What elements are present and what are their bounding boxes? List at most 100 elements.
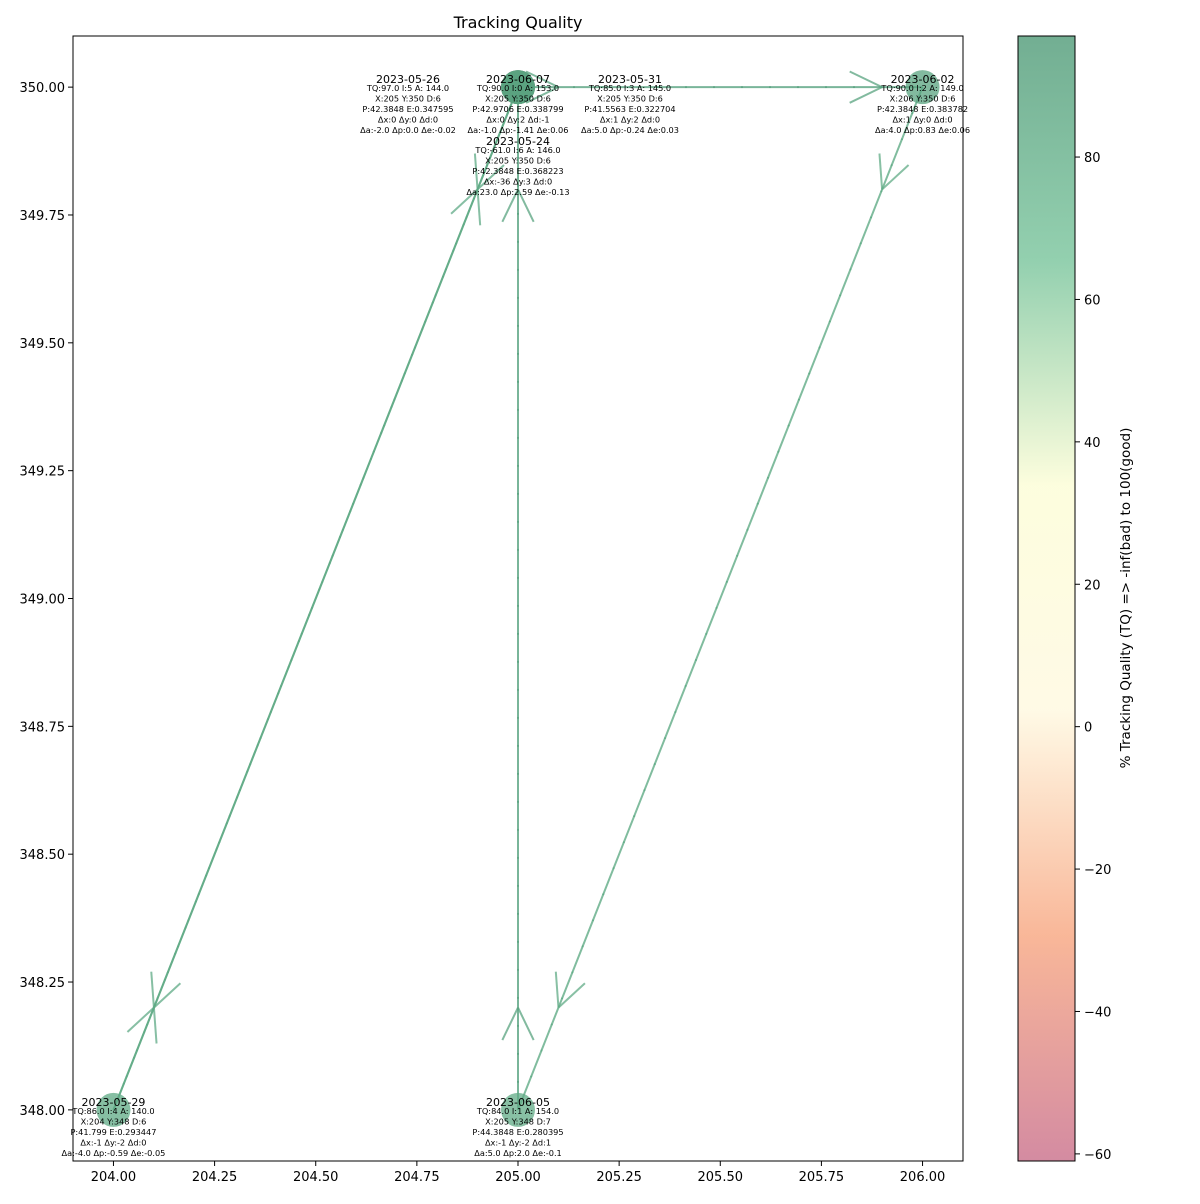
path-tick [602,893,605,896]
path-tick [853,86,855,89]
colorbar-tick-label: 40 [1084,436,1101,451]
arrow-head [473,153,479,190]
path-tick [517,688,519,691]
x-tick-label: 205.00 [495,1170,541,1185]
point-detail-line: Δa:23.0 Δp:2.59 Δe:-0.13 [466,187,569,197]
arrow-head [476,164,505,191]
y-tick-label: 349.75 [20,209,66,224]
point-detail-line: Δx:-1 Δy:-2 Δd:1 [485,1137,551,1147]
arrow-head [476,189,482,226]
path-tick [442,275,445,278]
path-tick [517,828,519,831]
path-tick [246,770,249,773]
path-tick [225,822,228,825]
point-date-label: 2023-05-24 [486,135,550,148]
path-tick [517,156,519,159]
plot-area: 204.00 204.25 204.50 204.75 205.00 205.25 205.… [20,35,970,1185]
path-tick [571,971,574,974]
point-date-label: 2023-06-02 [891,73,955,86]
point-detail-line: Δx:0 Δy:0 Δd:0 [378,115,438,125]
path-tick [653,763,656,766]
path-tick [622,841,625,844]
path-tick [236,796,239,799]
path-tick [517,296,519,299]
path-tick [900,138,903,141]
path-tick [517,268,519,271]
path-tick [452,249,455,252]
colorbar-tick-label: 0 [1084,721,1092,736]
colorbar-gradient [1018,36,1075,1161]
colorbar-label: % Tracking Quality (TQ) => -inf(bad) to … [1118,428,1134,769]
colorbar-tick-label: 80 [1084,151,1101,166]
colorbar-frame [1017,35,1076,1162]
point-detail-line: X:205 Y:350 D:6 [597,94,663,104]
point-detail-line: P:42.9706 E:0.338799 [472,104,563,114]
path-tick [736,554,739,557]
path-tick [741,86,743,89]
path-arrow [518,70,923,104]
path-tick [517,1024,519,1027]
path-tick [517,660,519,663]
x-tick-label: 204.25 [192,1170,238,1185]
path-tick [573,86,575,89]
arrow-head [153,982,182,1009]
point-date-label: 2023-06-07 [486,73,550,86]
x-tick-label: 204.00 [91,1170,137,1185]
path-tick [694,658,697,661]
path-tick [517,464,519,467]
path-tick [517,884,519,887]
path-tick [122,1082,125,1085]
y-tick-label: 348.50 [20,848,66,863]
path-tick [705,632,708,635]
path-tick [143,1030,146,1033]
path-tick [797,86,799,89]
arrow-head [525,86,559,104]
path-tick [462,223,465,226]
path-tick [657,86,659,89]
arrow-head [525,70,559,89]
colorbar-tick-label: −60 [1084,1148,1111,1163]
point-detail-line: P:42.3848 E:0.383782 [877,104,968,114]
y-tick-label: 349.50 [20,337,66,352]
x-tick-label: 204.75 [394,1170,440,1185]
path-tick [517,184,519,187]
path-tick [674,711,677,714]
arrow-head [557,982,586,1009]
chart-title: Tracking Quality [453,13,583,32]
point-detail-line: Δx:0 Δy:2 Δd:-1 [486,115,549,125]
path-tick [839,294,842,297]
point-detail-line: X:206 Y:350 D:6 [890,94,956,104]
path-tick [517,912,519,915]
point-detail-line: TQ:84.0 I:1 A: 154.0 [476,1106,559,1116]
path-tick [517,856,519,859]
path-tick [769,86,771,89]
x-tick-label: 205.25 [596,1170,642,1185]
path-segment [112,86,519,1111]
path-tick [184,926,187,929]
path-tick [777,450,780,453]
point-detail-line: X:205 Y:350 D:6 [375,94,441,104]
colorbar-tick-label: −20 [1084,863,1111,878]
arrow-head [501,1007,519,1041]
point-detail-line: P:41.799 E:0.293447 [70,1127,156,1137]
arrow-head [849,70,883,89]
x-tick-label: 205.75 [799,1170,845,1185]
path-tick [359,483,362,486]
path-tick [517,352,519,355]
path-tick [746,528,749,531]
path-tick [517,240,519,243]
path-tick [517,492,519,495]
path-tick [664,737,667,740]
point-detail-line: Δa:-1.0 Δp:-1.41 Δe:0.06 [468,125,569,135]
path-tick [133,1056,136,1059]
path-tick [859,242,862,245]
path-tick [163,978,166,981]
point-detail-line: X:205 Y:350 D:6 [485,94,551,104]
path-tick [849,268,852,271]
path-tick [818,346,821,349]
